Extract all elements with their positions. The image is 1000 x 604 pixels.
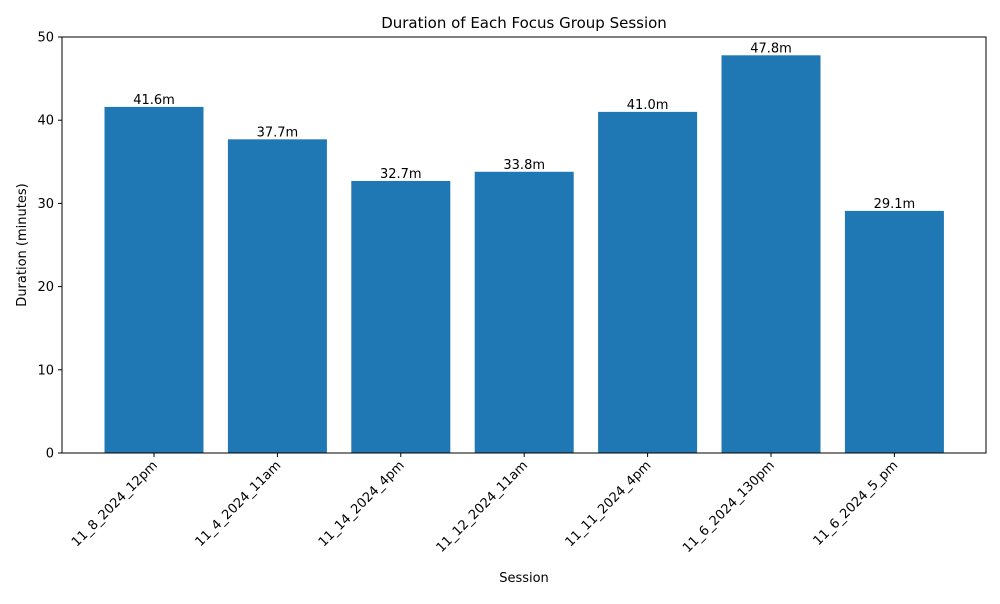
bar-value-label: 41.6m (133, 93, 175, 108)
y-tick-label: 50 (37, 31, 54, 46)
y-tick-label: 10 (37, 363, 54, 378)
bar-11_8_2024_12pm (104, 106, 204, 453)
x-tick-label: 11_4_2024_11am (193, 458, 285, 550)
x-axis-label: Session (499, 571, 549, 586)
x-tick-label: 11_11_2024_4pm (563, 458, 655, 550)
x-axis: 11_8_2024_12pm 11_4_2024_11am 11_14_2024_4… (69, 453, 901, 556)
y-tick-label: 30 (37, 197, 54, 212)
bar-11_14_2024_4pm (351, 180, 451, 453)
chart-title: Duration of Each Focus Group Session (381, 14, 667, 32)
y-axis-label: Duration (minutes) (15, 183, 30, 306)
bar-value-label: 37.7m (257, 125, 299, 140)
bar-value-label: 29.1m (874, 197, 916, 212)
bar-value-label: 33.8m (503, 158, 545, 173)
bar-11_11_2024_4pm (598, 111, 698, 453)
x-tick-label: 11_6_2024_5_pm (811, 458, 902, 549)
y-tick-label: 20 (37, 280, 54, 295)
x-tick-label: 11_12_2024_11am (434, 458, 531, 555)
bar-value-label: 47.8m (750, 41, 792, 56)
x-tick-label: 11_6_2024_130pm (680, 458, 778, 556)
y-tick-label: 0 (46, 447, 54, 462)
bar-11_4_2024_11am (227, 139, 327, 453)
bar-value-label: 41.0m (627, 98, 669, 113)
bar-value-label: 32.7m (380, 167, 422, 182)
x-tick-label: 11_8_2024_12pm (69, 458, 161, 550)
x-tick-label: 11_14_2024_4pm (316, 458, 408, 550)
y-tick-label: 40 (37, 114, 54, 129)
bar-11_12_2024_11am (474, 171, 574, 453)
bar-labels-group: 41.6m 37.7m 32.7m 33.8m 41.0m 47.8m 29.1m (133, 41, 915, 212)
bar-11_6_2024_130pm (721, 55, 821, 453)
bars-group (104, 55, 944, 453)
plot-frame (61, 36, 987, 454)
y-axis: 0 10 20 30 40 50 (37, 31, 62, 462)
bar-11_6_2024_5_pm (844, 210, 944, 453)
